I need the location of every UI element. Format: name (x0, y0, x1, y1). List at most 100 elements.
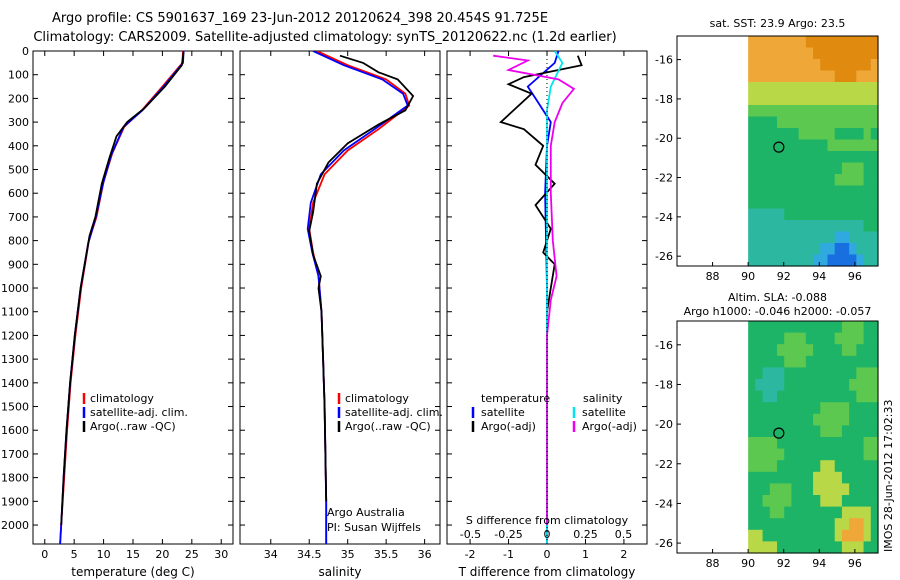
map_sst-cell (784, 151, 793, 164)
map_sst-cell (798, 70, 807, 83)
map_sst-cell (856, 185, 865, 198)
map_sst-cell (762, 231, 771, 244)
map_sst-ytick-label: -22 (655, 172, 673, 185)
map_sla-cell (791, 344, 800, 357)
map_sst-cell (863, 220, 872, 233)
map_sla-cell (827, 379, 836, 392)
map_sst-cell (849, 231, 857, 244)
map_sst-cell (849, 174, 857, 187)
map_sla-cell (841, 495, 850, 508)
map_sla-cell (784, 483, 793, 496)
map_sst-cell (863, 208, 872, 221)
map_sst-cell (762, 197, 771, 210)
map_sst-cell (841, 128, 850, 141)
temperature-series-argo-raw-qc- (60, 52, 185, 526)
map_sla-cell (769, 483, 778, 496)
map_sla-cell (748, 425, 756, 438)
map_sst-cell (805, 243, 814, 256)
map_sla-cell (791, 448, 800, 461)
map_sst-cell (784, 231, 793, 244)
map_sst-cell (748, 151, 756, 164)
map_sla-cell (791, 413, 800, 426)
map_sla-cell (791, 460, 800, 473)
map_sst-cell (762, 174, 771, 187)
map_sla-cell (863, 390, 872, 403)
map_sla-cell (755, 483, 764, 496)
map_sst-cell (755, 47, 764, 60)
map_sst-cell (784, 197, 793, 210)
map_sst-cell (813, 47, 821, 60)
map_sst-cell (870, 174, 879, 187)
map_sla-cell (841, 518, 850, 531)
map_sst-cell (748, 162, 756, 175)
map_sla-cell (748, 402, 756, 415)
map_sla-cell (841, 483, 850, 496)
map_sst-cell (755, 151, 764, 164)
map_sla-cell (769, 367, 778, 380)
map_sla-ytick-label: -16 (655, 339, 673, 352)
map_sst-cell (841, 243, 850, 256)
map_sla-cell (762, 413, 771, 426)
map_sla-cell (769, 355, 778, 368)
map_sst-cell (820, 208, 829, 221)
map_sst-cell (798, 162, 807, 175)
map_sst-cell (849, 243, 857, 256)
map_sla-cell (748, 506, 756, 519)
map_sla-cell (820, 471, 829, 484)
map_sla-cell (820, 355, 829, 368)
map_sst-cell (841, 93, 850, 106)
map_sla-cell (820, 506, 829, 519)
map_sst-cell (816, 105, 824, 118)
map_sla-cell (748, 529, 756, 542)
map_sla-cell (834, 483, 843, 496)
map_sst-cell (755, 128, 764, 141)
map_sla-cell (870, 437, 879, 450)
map_sla-cell (813, 367, 821, 380)
map_sst-xtick-label: 96 (848, 270, 862, 283)
map_sst-cell (784, 47, 793, 60)
map_sla-cell (755, 344, 764, 357)
map_sst-cell (849, 36, 857, 49)
map_sla-cell (777, 332, 785, 345)
map_sst-cell (856, 82, 865, 95)
map_sst-cell (762, 59, 771, 72)
map_sst-cell (777, 36, 785, 49)
map_sst-xtick-label: 92 (777, 270, 791, 283)
map_sla-cell (849, 344, 857, 357)
map_sst-cell (777, 197, 785, 210)
map_sst-cell (849, 197, 857, 210)
map_sst-cell (755, 254, 764, 267)
map_sst-cell (830, 105, 838, 118)
map_sst-cell (863, 197, 872, 210)
map_sst-cell (863, 82, 872, 95)
map_sla-cell (805, 379, 814, 392)
map_sst-cell (791, 139, 800, 152)
map_sla-cell (856, 518, 865, 531)
map_sst-cell (762, 36, 771, 49)
map_sst-cell (805, 254, 814, 267)
map_sla-cell (784, 379, 793, 392)
map_sst-cell (870, 231, 879, 244)
map_sst-cell (863, 162, 872, 175)
map_sst-cell (755, 59, 764, 72)
map_sst-cell (863, 59, 872, 72)
map_sst-cell (813, 70, 821, 83)
map_sla-cell (769, 344, 778, 357)
map_sla-cell (863, 541, 872, 554)
map_sst-cell (813, 162, 821, 175)
map_sla-cell (856, 448, 865, 461)
map_sst-cell (769, 151, 778, 164)
map_sst-cell (820, 243, 829, 256)
map_sst-cell (748, 139, 756, 152)
map_sla-cell (748, 437, 756, 450)
map_sst-cell (802, 105, 811, 118)
map_sla-cell (791, 425, 800, 438)
map_sst-cell (841, 82, 850, 95)
map_sla-cell (863, 448, 872, 461)
map_sst-cell (834, 59, 843, 72)
map_sla-cell (856, 390, 865, 403)
map_sla-cell (834, 495, 843, 508)
map_sla-cell (849, 518, 857, 531)
map_sla-cell (805, 413, 814, 426)
